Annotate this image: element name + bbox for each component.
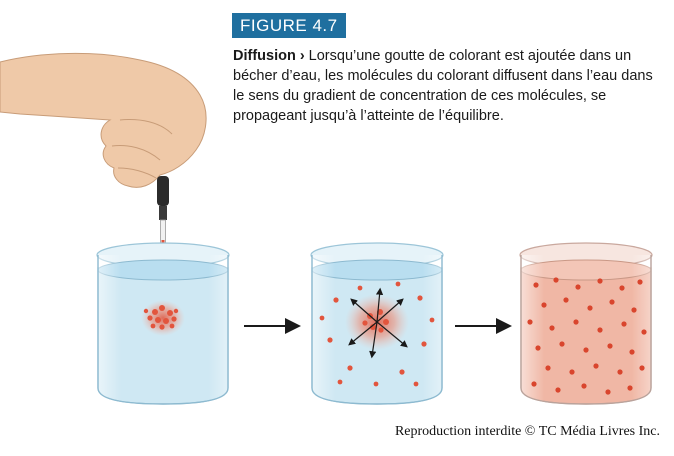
figure-caption: Diffusion › Lorsqu’une goutte de colorant … [233, 46, 663, 126]
caption-term: Diffusion [233, 48, 296, 64]
caption-text: Lorsqu’une goutte de colorant est ajouté… [233, 48, 653, 124]
beaker-stage-1 [96, 242, 230, 405]
copyright-credit: Reproduction interdite © TC Média Livres… [394, 424, 660, 439]
beaker-stage-3 [519, 242, 653, 405]
chevron-icon: › [299, 48, 305, 64]
beaker-stage-2 [310, 242, 444, 405]
figure-label: FIGURE 4.7 [232, 13, 346, 38]
hand-icon [0, 52, 207, 188]
